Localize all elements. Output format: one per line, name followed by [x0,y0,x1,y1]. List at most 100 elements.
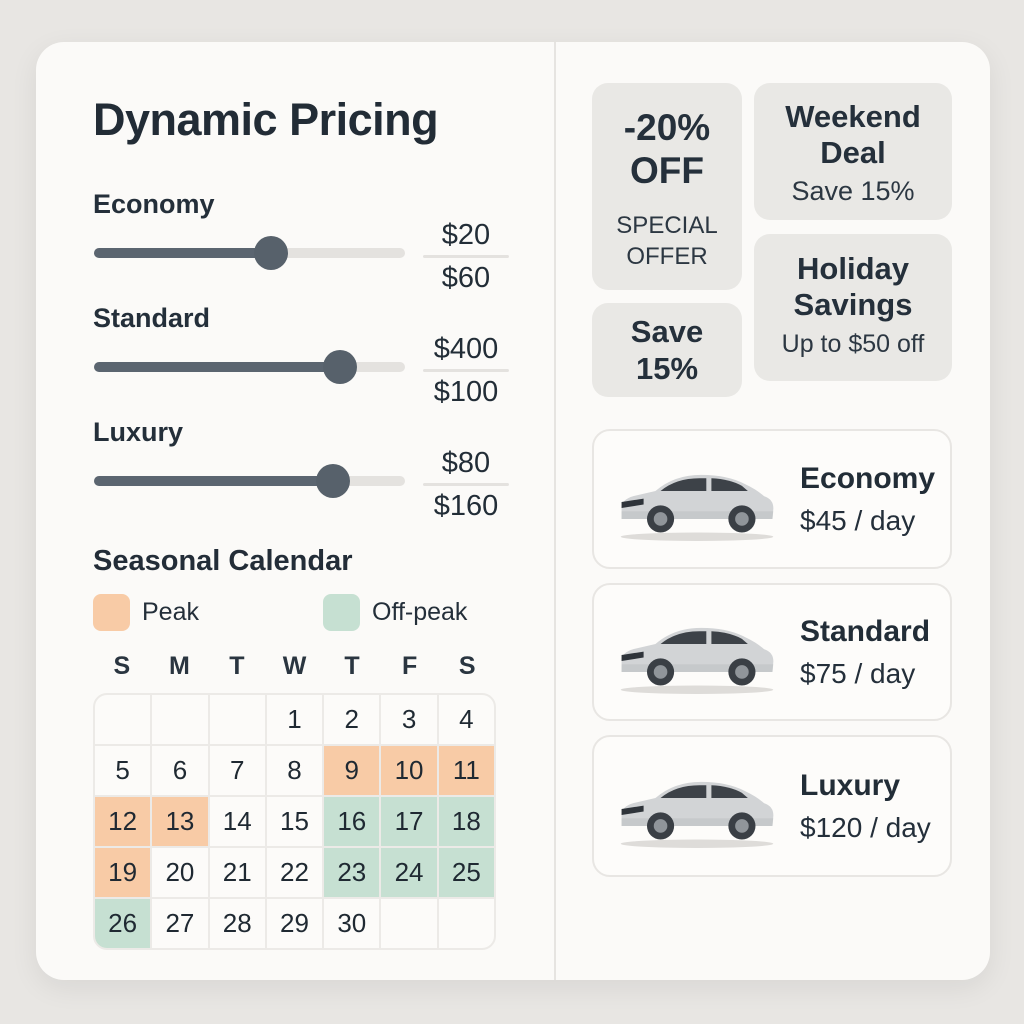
economy-slider-thumb[interactable] [254,236,289,270]
vehicle-card-standard[interactable]: Standard $75 / day [592,583,952,721]
economy-slider-fill [94,248,272,258]
luxury-max-price: $160 [433,490,499,522]
calendar-day-cell[interactable]: 16 [324,797,380,846]
standard-car-icon [602,605,792,698]
vehicle-name: Standard [800,614,931,648]
luxury-car-icon [602,759,792,852]
calendar-day-cell[interactable]: 20 [152,848,208,897]
dynamic-pricing-panel: Dynamic Pricing Economy $20 $60 Standard… [36,42,990,980]
calendar-day-cell[interactable]: 3 [381,695,437,744]
peak-legend-label: Peak [142,598,199,626]
calendar-day-cell[interactable]: 13 [152,797,208,846]
price-fraction-divider [423,483,509,486]
standard-slider-label: Standard [93,303,211,333]
price-fraction-divider [423,369,509,372]
promo-badge-save-15[interactable]: Save 15% [592,303,742,397]
vehicle-name: Economy [800,461,936,495]
standard-current-price: $400 [433,333,499,365]
luxury-slider-track[interactable] [94,476,405,486]
calendar-dow-label: F [401,652,418,680]
promo-badge-holiday-savings[interactable]: Holiday Savings Up to $50 off [754,234,952,381]
vehicle-name: Luxury [800,768,901,802]
standard-slider-track[interactable] [94,362,405,372]
vehicle-price: $120 / day [800,811,931,843]
calendar-day-cell[interactable]: 26 [95,899,151,948]
calendar-day-cell[interactable]: 24 [381,848,437,897]
calendar-day-cell[interactable]: 4 [438,695,494,744]
luxury-slider[interactable] [94,464,405,498]
calendar-day-cell[interactable]: 14 [209,797,265,846]
calendar-day-cell[interactable]: 23 [324,848,380,897]
vehicle-price: $75 / day [800,657,916,689]
economy-max-price: $60 [441,262,491,294]
calendar-day-cell[interactable]: 12 [95,797,151,846]
economy-slider-label: Economy [93,189,215,219]
promo-badge-20-off[interactable]: -20% OFF SPECIAL OFFER [592,83,742,290]
calendar-day-cell[interactable]: 25 [438,848,494,897]
price-fraction-divider [423,255,509,258]
calendar-day-cell [381,899,437,948]
economy-slider[interactable] [94,236,405,270]
promo-badge-title: -20% OFF [623,107,711,191]
calendar-day-cell[interactable]: 9 [324,746,380,795]
calendar-day-cell[interactable]: 2 [324,695,380,744]
off-peak-legend-label: Off-peak [372,598,468,626]
calendar-day-cell [209,695,265,744]
calendar-day-cell[interactable]: 8 [266,746,323,795]
standard-max-price: $100 [433,376,499,408]
calendar-grid: 1 2 3 4 5 6 7 8 9 10 11 12 13 14 15 16 17 18 19 20 21 22 23 24 2… [93,693,496,950]
calendar-day-cell[interactable]: 21 [209,848,265,897]
economy-price-readout: $20 $60 [421,218,511,295]
standard-slider[interactable] [94,350,405,384]
calendar-dow-label: T [229,652,245,680]
promo-badge-subtitle: SPECIAL OFFER [616,212,718,271]
peak-legend-swatch [93,594,130,631]
calendar-day-cell[interactable]: 28 [209,899,265,948]
calendar-day-cell[interactable]: 7 [209,746,265,795]
off-peak-legend-swatch [323,594,360,631]
calendar-day-cell[interactable]: 30 [324,899,380,948]
calendar-dow-label: T [344,652,360,680]
calendar-day-cell[interactable]: 6 [152,746,208,795]
calendar-day-cell[interactable]: 27 [152,899,208,948]
calendar-dow-label: S [113,652,131,680]
calendar-day-cell[interactable]: 29 [266,899,323,948]
promo-badge-subtitle: Up to $50 off [781,330,925,359]
promo-badge-title: Save 15% [630,314,704,387]
promo-badge-subtitle: Save 15% [791,176,915,207]
calendar-day-cell[interactable]: 10 [381,746,437,795]
seasonal-calendar-title: Seasonal Calendar [93,545,353,577]
economy-slider-track[interactable] [94,248,405,258]
luxury-slider-thumb[interactable] [316,464,351,498]
luxury-slider-label: Luxury [93,417,184,447]
calendar-day-cell[interactable]: 1 [266,695,323,744]
promo-badge-weekend-deal[interactable]: Weekend Deal Save 15% [754,83,952,220]
promo-badge-title: Weekend Deal [785,99,921,170]
calendar-day-cell [438,899,494,948]
calendar-day-cell [95,695,151,744]
calendar-dow-label: M [168,652,190,680]
calendar-day-cell[interactable]: 22 [266,848,323,897]
page-title: Dynamic Pricing [93,94,439,145]
luxury-current-price: $80 [441,447,491,479]
calendar-day-cell[interactable]: 17 [381,797,437,846]
calendar-day-cell [152,695,208,744]
calendar-day-cell[interactable]: 19 [95,848,151,897]
standard-price-readout: $400 $100 [421,332,511,409]
vehicle-card-economy[interactable]: Economy $45 / day [592,429,952,569]
calendar-dow-label: W [282,652,307,680]
calendar-day-cell[interactable]: 18 [438,797,494,846]
calendar-day-cell[interactable]: 5 [95,746,151,795]
calendar-day-cell[interactable]: 15 [266,797,323,846]
calendar-dow-label: S [458,652,476,680]
economy-car-icon [602,452,792,545]
vehicle-card-luxury[interactable]: Luxury $120 / day [592,735,952,877]
promo-badge-title: Holiday Savings [793,251,913,322]
panel-divider [554,42,556,980]
standard-slider-fill [94,362,340,372]
calendar-day-cell[interactable]: 11 [438,746,494,795]
standard-slider-thumb[interactable] [322,350,357,384]
vehicle-price: $45 / day [800,504,916,536]
economy-current-price: $20 [441,219,491,251]
